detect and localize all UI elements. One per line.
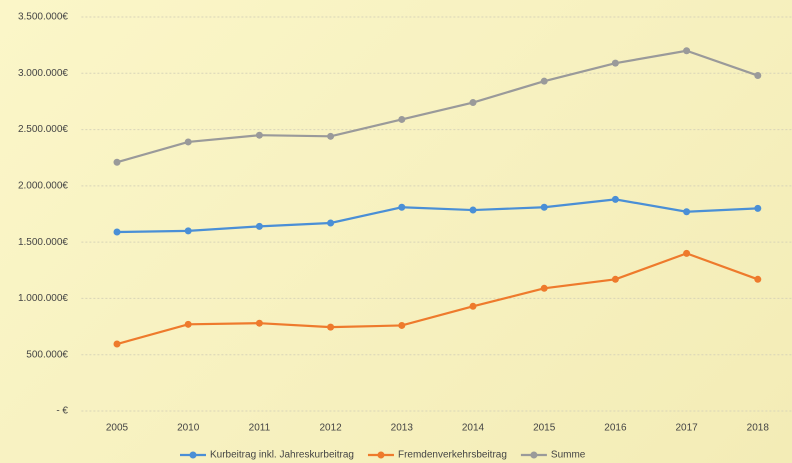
legend-marker xyxy=(377,451,385,459)
data-point xyxy=(469,206,477,214)
data-point xyxy=(255,131,263,139)
data-point xyxy=(327,323,335,331)
y-tick-label: 2.500.000€ xyxy=(18,124,68,135)
x-tick-label: 2011 xyxy=(249,423,271,434)
data-point xyxy=(611,59,619,67)
x-tick-label: 2010 xyxy=(177,423,200,434)
x-tick-label: 2018 xyxy=(747,423,770,434)
data-point xyxy=(540,203,548,211)
y-tick-label: 3.500.000€ xyxy=(18,12,68,23)
data-point xyxy=(184,227,192,235)
series-line xyxy=(116,49,759,164)
data-point xyxy=(611,275,619,283)
legend-label: Fremdenverkehrsbeitrag xyxy=(398,450,507,461)
data-point xyxy=(398,115,406,123)
data-point xyxy=(469,99,477,107)
data-point xyxy=(469,302,477,310)
data-point xyxy=(398,203,406,211)
y-tick-label: 500.000€ xyxy=(26,349,68,360)
data-point xyxy=(327,219,335,227)
x-tick-label: 2016 xyxy=(604,423,627,434)
data-point xyxy=(398,321,406,329)
data-point xyxy=(683,208,691,216)
y-tick-label: 1.500.000€ xyxy=(18,237,68,248)
legend-marker xyxy=(530,451,538,459)
data-point xyxy=(255,222,263,230)
data-point xyxy=(255,319,263,327)
data-point xyxy=(540,77,548,85)
data-point xyxy=(113,340,121,348)
y-tick-label: 3.000.000€ xyxy=(18,68,68,79)
data-point xyxy=(754,204,762,212)
data-point xyxy=(184,138,192,146)
data-point xyxy=(611,195,619,203)
legend-label: Kurbeitrag inkl. Jahreskurbeitrag xyxy=(210,450,354,461)
data-point xyxy=(754,275,762,283)
legend-label: Summe xyxy=(551,450,586,461)
y-tick-label: 2.000.000€ xyxy=(18,180,68,191)
data-point xyxy=(184,320,192,328)
legend-marker xyxy=(189,451,197,459)
x-tick-label: 2017 xyxy=(675,423,698,434)
x-tick-label: 2014 xyxy=(462,423,485,434)
x-tick-label: 2005 xyxy=(106,423,129,434)
x-tick-label: 2015 xyxy=(533,423,556,434)
series-line xyxy=(116,198,758,234)
series-line xyxy=(116,252,759,346)
x-tick-label: 2012 xyxy=(319,423,342,434)
y-tick-label: 1.000.000€ xyxy=(18,293,68,304)
data-point xyxy=(540,284,548,292)
y-tick-label: - € xyxy=(56,406,68,417)
x-tick-label: 2013 xyxy=(391,423,414,434)
data-point xyxy=(683,47,691,55)
data-point xyxy=(683,249,691,257)
data-point xyxy=(113,158,121,166)
data-point xyxy=(327,132,335,140)
data-point xyxy=(113,228,121,236)
data-point xyxy=(754,72,762,80)
